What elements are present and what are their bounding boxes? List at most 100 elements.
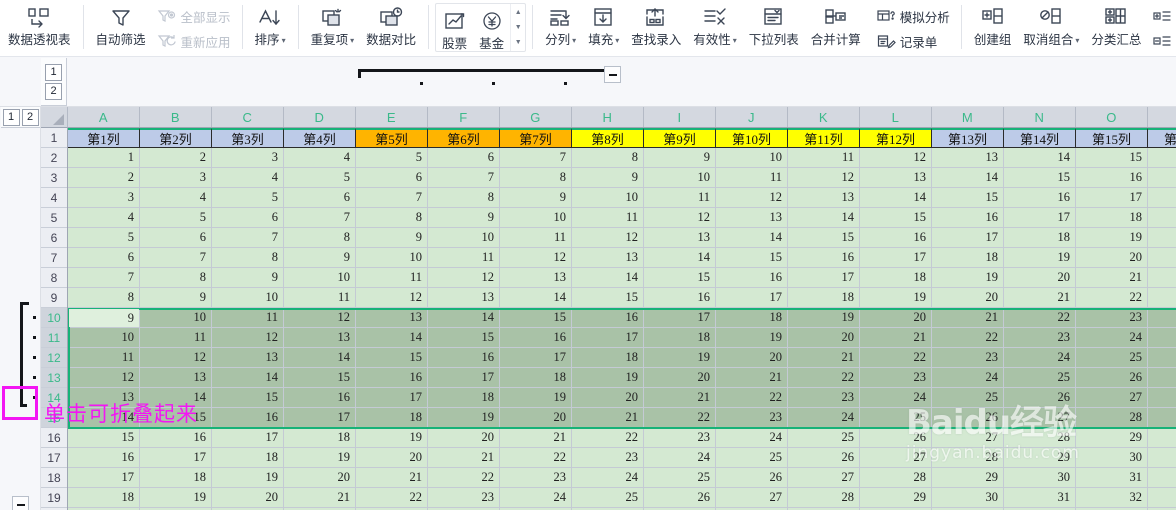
column-header-P[interactable]: P <box>1148 107 1176 127</box>
data-cell[interactable]: 10 <box>356 248 428 268</box>
data-cell[interactable]: 4 <box>212 168 284 188</box>
data-cell[interactable]: 17 <box>140 448 212 468</box>
stock-button[interactable]: 股票 <box>436 4 473 51</box>
row-header-5[interactable]: 5 <box>41 208 67 228</box>
column-outline-level-2-button[interactable]: 2 <box>21 108 39 126</box>
data-cell[interactable]: 9 <box>500 188 572 208</box>
data-compare-button[interactable]: 数据对比 <box>360 0 422 55</box>
data-cell[interactable]: 26 <box>572 508 644 510</box>
data-cell[interactable]: 12 <box>68 368 140 388</box>
data-cell[interactable]: 27 <box>788 468 860 488</box>
data-cell[interactable]: 5 <box>212 188 284 208</box>
data-cell[interactable]: 11 <box>500 228 572 248</box>
data-cell[interactable]: 16 <box>284 388 356 408</box>
data-cell[interactable]: 16 <box>212 408 284 428</box>
table-row[interactable]: 10111213141516171819202122232425 <box>68 328 1176 348</box>
data-cell[interactable]: 20 <box>572 388 644 408</box>
data-cell[interactable]: 14 <box>644 248 716 268</box>
data-cell[interactable]: 13 <box>860 168 932 188</box>
data-cell[interactable]: 6 <box>356 168 428 188</box>
column-header-E[interactable]: E <box>356 107 428 127</box>
data-cell[interactable]: 2 <box>68 168 140 188</box>
data-cell[interactable]: 11 <box>716 168 788 188</box>
row-header-4[interactable]: 4 <box>41 188 67 208</box>
data-cell[interactable]: 25 <box>860 408 932 428</box>
data-cell[interactable]: 8 <box>284 228 356 248</box>
column-header-A[interactable]: A <box>68 107 140 127</box>
data-cell[interactable]: 14 <box>428 308 500 328</box>
column-header-B[interactable]: B <box>140 107 212 127</box>
expand-outline-button[interactable]: 展开 <box>1147 4 1176 29</box>
data-cell[interactable]: 15 <box>356 348 428 368</box>
data-cell[interactable]: 27 <box>1004 408 1076 428</box>
row-header-7[interactable]: 7 <box>41 248 67 268</box>
data-cell[interactable]: 13 <box>788 188 860 208</box>
data-cell[interactable]: 12 <box>428 268 500 288</box>
data-cell[interactable]: 22 <box>284 508 356 510</box>
data-cell[interactable]: 13 <box>428 288 500 308</box>
selection-anchor-cell[interactable]: 9 <box>69 309 139 327</box>
data-cell[interactable]: 20 <box>500 408 572 428</box>
data-cell[interactable]: 20 <box>1076 248 1148 268</box>
data-cell[interactable]: 21 <box>284 488 356 508</box>
data-cell[interactable]: 17 <box>500 348 572 368</box>
data-cell[interactable]: 13 <box>356 308 428 328</box>
data-cell[interactable]: 17 <box>932 228 1004 248</box>
data-cell[interactable]: 18 <box>428 388 500 408</box>
data-cell[interactable]: 13 <box>572 248 644 268</box>
data-cell[interactable]: 25 <box>644 468 716 488</box>
data-cell[interactable]: 18 <box>1076 208 1148 228</box>
data-cell[interactable]: 17 <box>716 288 788 308</box>
column-header-H[interactable]: H <box>572 107 644 127</box>
data-cell[interactable]: 18 <box>140 468 212 488</box>
data-cell[interactable]: 14 <box>356 328 428 348</box>
data-cell[interactable]: 16 <box>68 448 140 468</box>
data-cell[interactable]: 12 <box>572 228 644 248</box>
data-cell[interactable]: 21 <box>1076 268 1148 288</box>
data-cell[interactable]: 7 <box>68 268 140 288</box>
column-outline-level-1-button[interactable]: 1 <box>2 108 20 126</box>
data-cell[interactable]: 8 <box>572 148 644 168</box>
gallery-up-button[interactable]: ▲ <box>514 9 522 16</box>
row-header-20[interactable]: 20 <box>41 508 67 510</box>
data-cell[interactable]: 18 <box>212 448 284 468</box>
data-cell[interactable]: 24 <box>1004 348 1076 368</box>
column-header-L[interactable]: L <box>860 107 932 127</box>
data-cell[interactable]: 17 <box>788 268 860 288</box>
data-cell[interactable]: 16 <box>356 368 428 388</box>
data-cell[interactable]: 19 <box>572 368 644 388</box>
worksheet-grid[interactable]: ABCDEFGHIJKLMNOP 12345678910111213141516… <box>41 107 1176 510</box>
data-cell[interactable]: 10 <box>500 208 572 228</box>
data-cell[interactable]: 27 <box>860 448 932 468</box>
row-outline-level-2-button[interactable]: 2 <box>45 82 62 100</box>
data-cell[interactable]: 15 <box>428 328 500 348</box>
data-cell[interactable]: 5 <box>68 228 140 248</box>
record-form-button[interactable]: 记录单 <box>871 29 955 54</box>
data-cell[interactable]: 28 <box>716 508 788 510</box>
data-cell[interactable]: 30 <box>860 508 932 510</box>
data-cell[interactable]: 15 <box>932 188 1004 208</box>
data-cell[interactable]: 9 <box>356 228 428 248</box>
table-row[interactable]: 567891011121314151617181920 <box>68 228 1176 248</box>
data-cell[interactable]: 5 <box>284 168 356 188</box>
row-header-6[interactable]: 6 <box>41 228 67 248</box>
data-cell[interactable]: 25 <box>932 388 1004 408</box>
data-cell[interactable]: 29 <box>860 488 932 508</box>
table-row[interactable]: 12131415161718192021222324252627 <box>68 368 1176 388</box>
data-cell[interactable]: 18 <box>932 248 1004 268</box>
data-cell[interactable]: 14 <box>932 168 1004 188</box>
fill-button[interactable]: 填充 ▾ <box>582 0 625 55</box>
data-cell[interactable]: 9 <box>212 268 284 288</box>
data-cell[interactable]: 20 <box>212 488 284 508</box>
row-header-11[interactable]: 11 <box>41 328 67 348</box>
table-row[interactable]: 13141516171819202122232425262728 <box>68 388 1176 408</box>
row-header-8[interactable]: 8 <box>41 268 67 288</box>
data-cell[interactable]: 23 <box>860 368 932 388</box>
data-cell[interactable]: 18 <box>860 268 932 288</box>
data-cell[interactable]: 16 <box>140 428 212 448</box>
row-header-9[interactable]: 9 <box>41 288 67 308</box>
data-cell[interactable]: 15 <box>716 248 788 268</box>
data-cell[interactable]: 24 <box>716 428 788 448</box>
header-cell[interactable]: 第16列 <box>1148 128 1176 148</box>
data-cell[interactable]: 14 <box>860 188 932 208</box>
